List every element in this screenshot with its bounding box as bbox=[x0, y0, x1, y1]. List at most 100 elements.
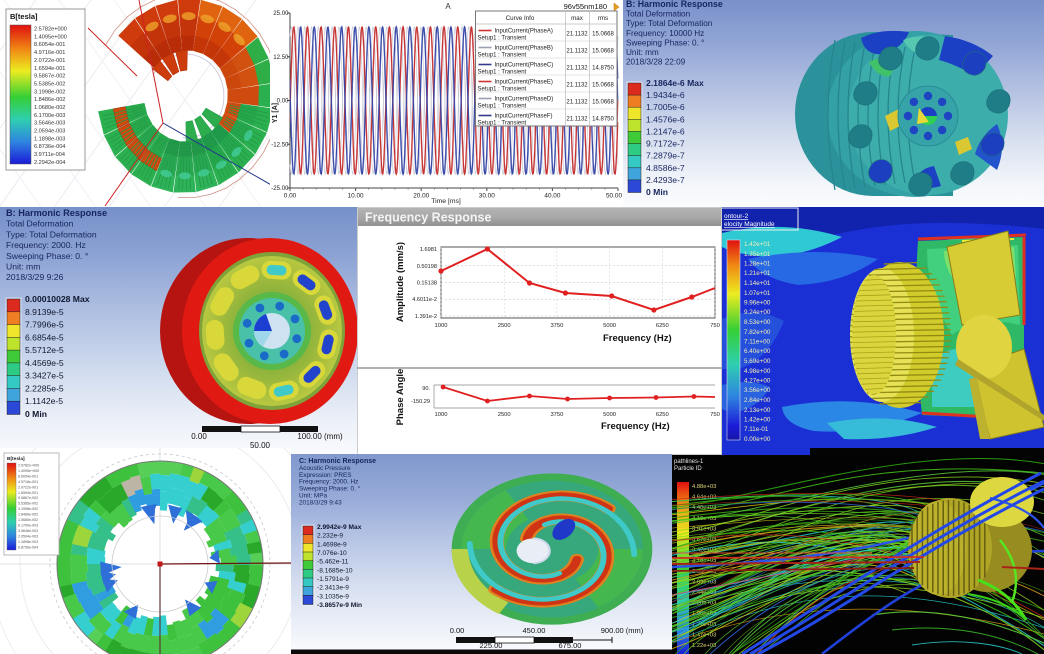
svg-text:InputCurrent(PhaseD): InputCurrent(PhaseD) bbox=[495, 96, 554, 102]
svg-text:B[tesla]: B[tesla] bbox=[7, 456, 25, 462]
svg-text:0.00e+00: 0.00e+00 bbox=[744, 436, 771, 443]
svg-text:30.00: 30.00 bbox=[479, 193, 495, 200]
svg-text:2.0594e-003: 2.0594e-003 bbox=[34, 129, 65, 135]
svg-text:1.4576e-6: 1.4576e-6 bbox=[646, 114, 685, 124]
svg-text:1.14e+01: 1.14e+01 bbox=[744, 280, 771, 287]
svg-text:1.6981: 1.6981 bbox=[420, 247, 437, 253]
svg-text:1.42e+01: 1.42e+01 bbox=[744, 241, 771, 248]
svg-text:12.50: 12.50 bbox=[273, 54, 289, 61]
svg-text:15.0668: 15.0668 bbox=[592, 49, 614, 55]
svg-text:Total Deformation: Total Deformation bbox=[6, 219, 74, 229]
svg-text:-12.50: -12.50 bbox=[271, 141, 289, 148]
svg-text:1.6594e-001: 1.6594e-001 bbox=[34, 66, 65, 72]
svg-text:2500: 2500 bbox=[498, 323, 511, 329]
svg-text:8.6054e-001: 8.6054e-001 bbox=[18, 474, 38, 478]
svg-text:Acoustic Pressure: Acoustic Pressure bbox=[299, 465, 351, 472]
svg-text:InputCurrent(PhaseE): InputCurrent(PhaseE) bbox=[495, 79, 553, 85]
svg-text:ontour-2: ontour-2 bbox=[724, 213, 749, 220]
svg-text:Expression: PRES: Expression: PRES bbox=[299, 472, 352, 479]
svg-text:1.0680e-002: 1.0680e-002 bbox=[34, 105, 65, 111]
svg-text:4.40e+03: 4.40e+03 bbox=[692, 505, 716, 511]
svg-text:50.00: 50.00 bbox=[606, 193, 622, 200]
svg-text:3750: 3750 bbox=[550, 412, 563, 418]
svg-text:7.2879e-7: 7.2879e-7 bbox=[646, 151, 685, 161]
svg-text:B[tesla]: B[tesla] bbox=[10, 12, 38, 21]
svg-text:-2.3413e-9: -2.3413e-9 bbox=[317, 585, 349, 592]
svg-text:2.13e+00: 2.13e+00 bbox=[744, 407, 771, 414]
svg-text:2.5782e+000: 2.5782e+000 bbox=[34, 27, 67, 33]
svg-text:3.1998e-002: 3.1998e-002 bbox=[34, 89, 65, 95]
svg-text:2.1864e-6 Max: 2.1864e-6 Max bbox=[646, 78, 704, 88]
svg-text:3.5646e-003: 3.5646e-003 bbox=[18, 529, 38, 533]
svg-text:InputCurrent(PhaseF): InputCurrent(PhaseF) bbox=[495, 113, 553, 119]
svg-text:7.11e-01: 7.11e-01 bbox=[744, 426, 769, 433]
svg-text:B: Harmonic Response: B: Harmonic Response bbox=[626, 0, 723, 9]
svg-text:6.8736e-004: 6.8736e-004 bbox=[18, 545, 38, 549]
svg-text:-8.1685e-10: -8.1685e-10 bbox=[317, 567, 353, 574]
svg-text:2.93e+03: 2.93e+03 bbox=[692, 569, 716, 575]
svg-text:Setup1 : Transient: Setup1 : Transient bbox=[478, 52, 527, 58]
svg-text:5000: 5000 bbox=[603, 412, 616, 418]
svg-text:InputCurrent(PhaseB): InputCurrent(PhaseB) bbox=[495, 45, 553, 51]
svg-text:5.69e+00: 5.69e+00 bbox=[744, 358, 771, 365]
svg-text:1.07e+01: 1.07e+01 bbox=[744, 290, 771, 297]
svg-text:Frequency Response: Frequency Response bbox=[365, 211, 491, 225]
svg-text:2.2285e-5: 2.2285e-5 bbox=[25, 383, 64, 393]
svg-text:5.5712e-5: 5.5712e-5 bbox=[25, 345, 64, 355]
svg-text:900.00 (mm): 900.00 (mm) bbox=[601, 626, 644, 635]
svg-text:0 Min: 0 Min bbox=[25, 409, 47, 419]
svg-text:0.00010028 Max: 0.00010028 Max bbox=[25, 294, 90, 304]
svg-text:Unit: mm: Unit: mm bbox=[626, 48, 659, 57]
svg-text:5000: 5000 bbox=[603, 323, 616, 329]
svg-text:-3.1035e-9: -3.1035e-9 bbox=[317, 593, 349, 600]
svg-text:4.9716e-001: 4.9716e-001 bbox=[34, 50, 65, 56]
svg-text:20.00: 20.00 bbox=[413, 193, 429, 200]
svg-text:1.9434e-6: 1.9434e-6 bbox=[646, 90, 685, 100]
svg-text:4.64e+03: 4.64e+03 bbox=[692, 495, 716, 501]
svg-text:B: Harmonic Response: B: Harmonic Response bbox=[6, 208, 107, 218]
svg-text:2018/3/29 9:43: 2018/3/29 9:43 bbox=[299, 499, 342, 506]
svg-text:1.1898e-003: 1.1898e-003 bbox=[18, 540, 38, 544]
svg-text:2.4293e-7: 2.4293e-7 bbox=[646, 175, 685, 185]
svg-text:750: 750 bbox=[710, 323, 720, 329]
svg-text:Curve Info: Curve Info bbox=[506, 15, 535, 22]
svg-text:7.076e-10: 7.076e-10 bbox=[317, 550, 347, 557]
svg-text:15.0668: 15.0668 bbox=[592, 100, 614, 106]
svg-text:Total Deformation: Total Deformation bbox=[626, 10, 691, 19]
svg-text:6.8736e-004: 6.8736e-004 bbox=[34, 144, 65, 150]
svg-text:14.8750: 14.8750 bbox=[592, 66, 614, 72]
svg-text:21.1132: 21.1132 bbox=[566, 66, 588, 72]
svg-text:Unit: MPa: Unit: MPa bbox=[299, 493, 328, 500]
svg-text:Sweeping Phase: 0. °: Sweeping Phase: 0. ° bbox=[626, 38, 704, 47]
svg-text:675.00: 675.00 bbox=[559, 641, 582, 650]
svg-text:Phase Angle: Phase Angle bbox=[395, 369, 406, 426]
svg-text:Time [ms]: Time [ms] bbox=[431, 198, 461, 205]
svg-text:50.00: 50.00 bbox=[250, 441, 271, 450]
svg-text:450.00: 450.00 bbox=[523, 626, 546, 635]
svg-text:0 Min: 0 Min bbox=[646, 187, 668, 197]
svg-text:Amplitude (mm/s): Amplitude (mm/s) bbox=[395, 242, 406, 322]
svg-text:0.00: 0.00 bbox=[284, 193, 297, 200]
svg-text:Setup1 : Transient: Setup1 : Transient bbox=[478, 86, 527, 92]
svg-text:1.8486e-002: 1.8486e-002 bbox=[34, 97, 65, 103]
svg-text:Y1 [A]: Y1 [A] bbox=[272, 103, 279, 123]
svg-text:Type: Total Deformation: Type: Total Deformation bbox=[626, 19, 713, 28]
svg-text:2.0594e-003: 2.0594e-003 bbox=[18, 534, 38, 538]
svg-text:-3.8657e-9 Min: -3.8657e-9 Min bbox=[317, 602, 362, 609]
svg-text:2.84e+00: 2.84e+00 bbox=[744, 397, 771, 404]
svg-text:2.2942e-004: 2.2942e-004 bbox=[34, 160, 65, 166]
svg-text:3.9711e-004: 3.9711e-004 bbox=[34, 152, 65, 158]
svg-text:2.5782e+000: 2.5782e+000 bbox=[18, 464, 39, 468]
svg-text:Sweeping Phase: 0. °: Sweeping Phase: 0. ° bbox=[6, 251, 88, 261]
svg-text:0.50198: 0.50198 bbox=[417, 264, 437, 270]
svg-text:4.88e+03: 4.88e+03 bbox=[692, 484, 716, 490]
svg-text:-5.462e-11: -5.462e-11 bbox=[317, 559, 349, 566]
svg-text:rms: rms bbox=[598, 15, 608, 22]
svg-text:3750: 3750 bbox=[550, 323, 563, 329]
svg-text:0.00: 0.00 bbox=[191, 432, 207, 441]
svg-text:1.21e+01: 1.21e+01 bbox=[744, 270, 771, 277]
svg-text:21.1132: 21.1132 bbox=[566, 49, 588, 55]
svg-text:Setup1 : Transient: Setup1 : Transient bbox=[478, 69, 527, 75]
svg-text:1.1898e-003: 1.1898e-003 bbox=[34, 136, 65, 142]
svg-text:1.8486e-002: 1.8486e-002 bbox=[18, 513, 38, 517]
